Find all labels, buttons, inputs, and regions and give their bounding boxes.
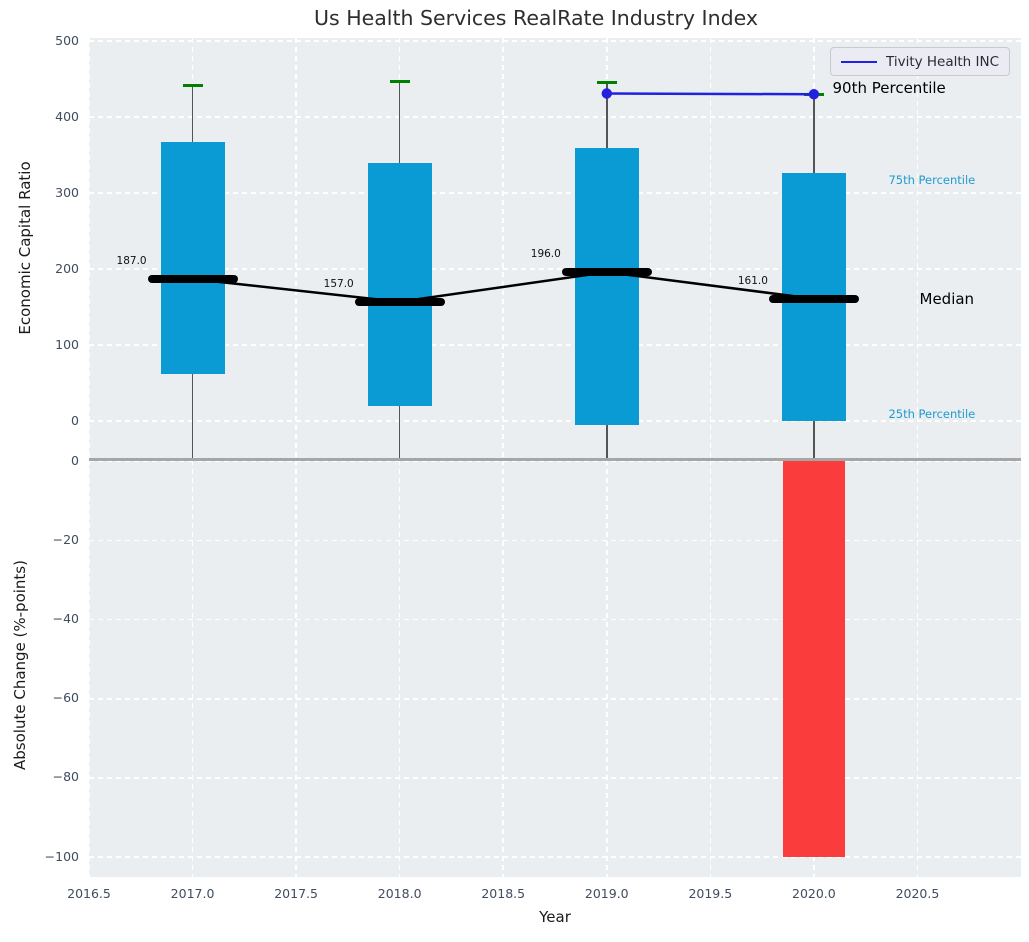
top-panel — [89, 38, 1021, 460]
x-tick-label: 2016.5 — [67, 886, 111, 901]
grid-vertical — [709, 459, 712, 877]
x-tick-label: 2019.5 — [688, 886, 733, 901]
zero-line — [89, 458, 1021, 461]
median-dash — [147, 274, 238, 283]
percentile-cap — [596, 80, 617, 84]
grid-vertical — [916, 38, 919, 460]
y-tick-label: −40 — [52, 611, 79, 627]
median-annotation: 157.0 — [323, 277, 354, 290]
bottom-panel — [89, 459, 1021, 877]
label-75th-percentile: 75th Percentile — [888, 173, 976, 188]
grid-horizontal — [89, 460, 1021, 462]
grid-horizontal — [89, 116, 1021, 118]
grid-horizontal — [89, 268, 1021, 270]
chart-title: Us Health Services RealRate Industry Ind… — [314, 6, 758, 30]
grid-vertical — [295, 38, 297, 460]
grid-horizontal — [89, 192, 1021, 194]
y-tick-label: −60 — [52, 690, 79, 706]
iqr-box — [574, 148, 639, 425]
x-tick-label: 2018.0 — [377, 886, 422, 901]
iqr-box — [367, 162, 432, 406]
x-tick-label: 2020.5 — [895, 886, 940, 901]
y-tick-label: −80 — [52, 769, 79, 785]
x-axis-label: Year — [539, 908, 571, 926]
percentile-cap — [389, 79, 410, 83]
legend: Tivity Health INC — [830, 47, 1011, 76]
grid-vertical — [916, 459, 919, 877]
median-annotation: 187.0 — [116, 254, 147, 267]
y-tick-label: 0 — [71, 412, 79, 428]
grid-horizontal — [89, 539, 1021, 542]
grid-horizontal — [89, 344, 1021, 346]
legend-line-swatch — [841, 60, 877, 63]
percentile-cap — [182, 83, 203, 87]
grid-vertical — [502, 459, 504, 877]
y-tick-label: −100 — [44, 848, 79, 864]
grid-vertical — [709, 38, 712, 460]
median-dash — [354, 297, 445, 306]
grid-horizontal — [89, 698, 1021, 700]
grid-vertical — [191, 459, 194, 877]
grid-horizontal — [89, 777, 1021, 779]
median-dash — [768, 294, 859, 303]
grid-horizontal — [89, 40, 1021, 42]
grid-vertical — [606, 459, 608, 877]
grid-vertical — [88, 459, 90, 877]
grid-vertical — [295, 459, 297, 877]
grid-horizontal — [89, 856, 1021, 858]
y-tick-label: 200 — [55, 260, 79, 276]
legend-label: Tivity Health INC — [886, 53, 1000, 70]
y-tick-label: 500 — [55, 32, 79, 48]
median-dash — [561, 268, 652, 277]
grid-horizontal — [89, 618, 1021, 621]
label-90th-percentile: 90th Percentile — [832, 79, 946, 98]
median-annotation: 196.0 — [530, 248, 561, 261]
x-tick-label: 2018.5 — [481, 886, 526, 901]
y-tick-label: 300 — [55, 184, 79, 200]
grid-vertical — [398, 459, 401, 877]
grid-vertical — [502, 38, 504, 460]
x-tick-label: 2017.5 — [274, 886, 318, 901]
x-tick-label: 2017.0 — [170, 886, 215, 901]
y-tick-label: −20 — [52, 531, 79, 547]
median-annotation: 161.0 — [737, 274, 768, 287]
y-tick-label: 400 — [55, 108, 79, 124]
label-median: Median — [919, 289, 975, 308]
label-25th-percentile: 25th Percentile — [888, 406, 976, 421]
y-tick-label: 0 — [71, 452, 79, 468]
iqr-box — [160, 142, 225, 374]
percentile-cap — [803, 92, 824, 96]
y-axis-label-bottom: Absolute Change (%-points) — [11, 560, 29, 770]
grid-horizontal — [89, 420, 1021, 422]
grid-vertical — [88, 38, 90, 460]
change-bar — [782, 461, 845, 858]
x-tick-label: 2019.0 — [584, 886, 629, 901]
y-tick-label: 100 — [55, 336, 79, 352]
x-tick-label: 2020.0 — [792, 886, 836, 901]
